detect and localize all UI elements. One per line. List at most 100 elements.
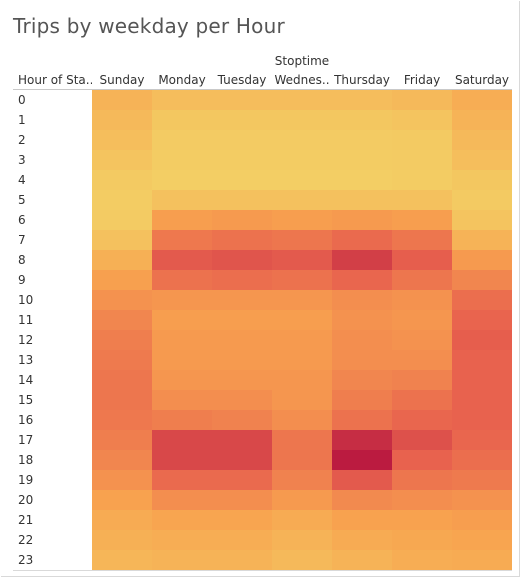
heatmap-cell [392, 230, 452, 250]
heatmap-cell [392, 330, 452, 350]
heatmap-cell [392, 410, 452, 430]
heatmap-cell [392, 270, 452, 290]
row-label: 5 [18, 193, 26, 207]
heatmap-cell [152, 210, 212, 230]
heatmap-cell [332, 190, 392, 210]
heatmap-cell [92, 210, 152, 230]
heatmap-cell [152, 250, 212, 270]
heatmap-cell [152, 130, 212, 150]
heatmap-cell [452, 490, 512, 510]
heatmap-cell [152, 310, 212, 330]
row-label: 1 [18, 113, 26, 127]
heatmap-cell [452, 270, 512, 290]
heatmap-cell [212, 430, 272, 450]
row-label: 10 [18, 293, 34, 307]
heatmap-cell [272, 430, 332, 450]
heatmap-cell [272, 250, 332, 270]
row-label: 4 [18, 173, 26, 187]
row-label: 6 [18, 213, 26, 227]
heatmap-cell [272, 470, 332, 490]
heatmap-cell [452, 350, 512, 370]
heatmap-cell [392, 470, 452, 490]
heatmap-cell [272, 230, 332, 250]
heatmap-cell [272, 290, 332, 310]
heatmap-cell [392, 490, 452, 510]
heatmap-cell [452, 450, 512, 470]
heatmap-cell [92, 170, 152, 190]
heatmap-cell [392, 130, 452, 150]
heatmap-cell [212, 510, 272, 530]
heatmap-cell [272, 110, 332, 130]
row-header-label: Hour of Sta.. [18, 73, 92, 87]
heatmap-cell [392, 430, 452, 450]
header-divider [13, 89, 512, 90]
heatmap-cell [452, 90, 512, 110]
heatmap-cell [392, 290, 452, 310]
row-label: 17 [18, 433, 34, 447]
heatmap-cell [332, 470, 392, 490]
row-label: 23 [18, 553, 34, 567]
column-group-title: Stoptime [274, 54, 330, 68]
heatmap-cell [332, 350, 392, 370]
heatmap-cell [212, 270, 272, 290]
heatmap-cell [212, 110, 272, 130]
heatmap-cell [332, 550, 392, 570]
heatmap-cell [92, 530, 152, 550]
heatmap-cell [452, 130, 512, 150]
row-label: 14 [18, 373, 34, 387]
heatmap-cell [152, 470, 212, 490]
heatmap-cell [272, 490, 332, 510]
heatmap-cell [272, 350, 332, 370]
heatmap-cell [272, 550, 332, 570]
heatmap-cell [452, 510, 512, 530]
heatmap-cell [452, 470, 512, 490]
heatmap-cell [332, 530, 392, 550]
row-label: 9 [18, 273, 26, 287]
heatmap-cell [272, 270, 332, 290]
heatmap-cell [152, 90, 212, 110]
column-header: Friday [403, 73, 441, 87]
heatmap-cell [332, 270, 392, 290]
heatmap-cell [332, 250, 392, 270]
heatmap-cell [152, 290, 212, 310]
heatmap-cell [452, 210, 512, 230]
heatmap-cell [332, 490, 392, 510]
heatmap-cell [152, 510, 212, 530]
heatmap-cell [452, 170, 512, 190]
heatmap-cell [92, 450, 152, 470]
heatmap-cell [212, 350, 272, 370]
heatmap-cell [92, 150, 152, 170]
row-label: 21 [18, 513, 34, 527]
heatmap-cell [152, 430, 212, 450]
heatmap-cell [152, 550, 212, 570]
row-label: 16 [18, 413, 34, 427]
heatmap-cell [332, 390, 392, 410]
heatmap-cell [392, 150, 452, 170]
heatmap-cell [92, 430, 152, 450]
column-header: Saturday [454, 73, 510, 87]
heatmap-cell [332, 230, 392, 250]
heatmap-cell [332, 110, 392, 130]
heatmap-cell [392, 450, 452, 470]
heatmap-cell [272, 130, 332, 150]
heatmap-cell [452, 410, 512, 430]
heatmap-cell [92, 490, 152, 510]
heatmap-cell [212, 450, 272, 470]
heatmap-cell [452, 250, 512, 270]
heatmap-cell [332, 330, 392, 350]
heatmap-cell [272, 190, 332, 210]
heatmap-cell [272, 330, 332, 350]
heatmap-cell [332, 410, 392, 430]
heatmap-cell [452, 290, 512, 310]
row-label: 15 [18, 393, 34, 407]
heatmap-cell [332, 310, 392, 330]
heatmap-cell [392, 310, 452, 330]
heatmap-cell [212, 310, 272, 330]
heatmap-cell [272, 530, 332, 550]
heatmap-cell [92, 270, 152, 290]
heatmap-cell [92, 110, 152, 130]
column-header: Sunday [99, 73, 145, 87]
heatmap-cell [272, 370, 332, 390]
heatmap-cell [212, 470, 272, 490]
